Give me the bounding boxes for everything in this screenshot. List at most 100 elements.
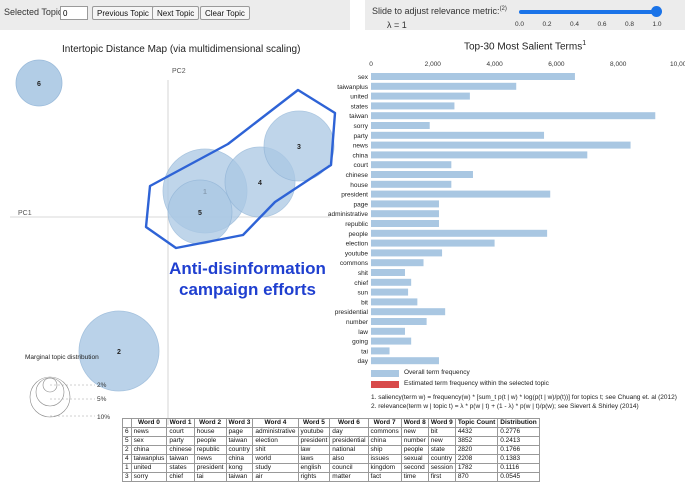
term-bar[interactable] bbox=[371, 200, 439, 208]
table-cell: 4 bbox=[122, 454, 132, 464]
term-bar[interactable] bbox=[371, 239, 495, 247]
term-label[interactable]: number bbox=[346, 319, 369, 326]
table-cell: chinese bbox=[166, 445, 195, 455]
topic-bubble-2[interactable]: 2 bbox=[78, 310, 160, 392]
term-bar[interactable] bbox=[371, 278, 412, 286]
next-topic-button[interactable]: Next Topic bbox=[152, 6, 200, 20]
table-cell: 3 bbox=[122, 472, 132, 482]
term-label[interactable]: sex bbox=[358, 74, 369, 81]
term-label[interactable]: day bbox=[358, 358, 369, 365]
term-bar[interactable] bbox=[371, 318, 427, 325]
table-header-cell: Word 7 bbox=[367, 418, 402, 428]
term-label[interactable]: election bbox=[346, 241, 369, 248]
term-label[interactable]: house bbox=[350, 182, 368, 189]
selected-topic-input[interactable] bbox=[60, 6, 88, 20]
term-label[interactable]: sun bbox=[358, 290, 369, 297]
term-label[interactable]: commons bbox=[340, 260, 369, 267]
term-label[interactable]: administrative bbox=[328, 211, 368, 218]
term-bar[interactable] bbox=[371, 210, 439, 218]
term-bar[interactable] bbox=[371, 112, 656, 120]
term-bar[interactable] bbox=[371, 288, 409, 296]
term-bar[interactable] bbox=[371, 308, 446, 316]
map-title: Intertopic Distance Map (via multidimens… bbox=[62, 44, 301, 55]
table-cell: page bbox=[225, 427, 254, 437]
table-cell: united bbox=[130, 463, 168, 473]
term-bar[interactable] bbox=[371, 337, 412, 345]
term-bar[interactable] bbox=[371, 327, 405, 335]
term-label[interactable]: news bbox=[353, 143, 369, 150]
term-bar[interactable] bbox=[371, 259, 424, 267]
term-label[interactable]: china bbox=[352, 152, 368, 159]
term-bar[interactable] bbox=[371, 131, 545, 139]
term-label[interactable]: chief bbox=[354, 280, 368, 287]
topic-label-5: 5 bbox=[198, 210, 202, 217]
table-cell: law bbox=[297, 445, 331, 455]
term-label[interactable]: presidential bbox=[335, 309, 369, 316]
term-label[interactable]: law bbox=[358, 329, 368, 336]
term-bar[interactable] bbox=[371, 141, 631, 149]
term-bar[interactable] bbox=[371, 82, 517, 90]
term-bar[interactable] bbox=[371, 102, 455, 110]
topic-bubble-6[interactable]: 6 bbox=[15, 59, 63, 107]
term-bar[interactable] bbox=[371, 357, 439, 365]
term-label[interactable]: president bbox=[341, 192, 368, 199]
table-header-cell: Word 5 bbox=[297, 418, 331, 428]
table-cell: fact bbox=[367, 472, 402, 482]
term-bar[interactable] bbox=[371, 122, 430, 129]
lambda-value: λ = 1 bbox=[387, 20, 407, 30]
term-label[interactable]: page bbox=[354, 201, 369, 208]
slider-tick-label: 0.2 bbox=[542, 21, 552, 28]
term-label[interactable]: party bbox=[354, 133, 369, 140]
table-cell: taiwan bbox=[225, 436, 254, 446]
table-cell: youtube bbox=[297, 427, 331, 437]
term-label[interactable]: states bbox=[351, 103, 369, 110]
term-bar[interactable] bbox=[371, 190, 551, 198]
table-cell: world bbox=[252, 454, 299, 464]
table-cell: news bbox=[193, 454, 227, 464]
term-label[interactable]: united bbox=[350, 94, 368, 101]
slider-track[interactable] bbox=[519, 10, 657, 14]
topic-bubble-5[interactable]: 5 bbox=[167, 179, 233, 245]
term-label[interactable]: going bbox=[352, 339, 368, 346]
term-label[interactable]: chinese bbox=[346, 172, 369, 179]
term-bar[interactable] bbox=[371, 220, 439, 227]
term-bar[interactable] bbox=[371, 229, 548, 237]
table-cell: china bbox=[225, 454, 254, 464]
term-bar[interactable] bbox=[371, 92, 470, 100]
table-header-cell: Word 9 bbox=[427, 418, 456, 428]
previous-topic-button[interactable]: Previous Topic bbox=[92, 6, 154, 20]
slider-tick-label: 1.0 bbox=[652, 21, 662, 28]
legend-estimated-label: Estimated term frequency within the sele… bbox=[404, 380, 549, 387]
slider-handle[interactable] bbox=[651, 6, 662, 17]
topic-label-4: 4 bbox=[258, 180, 262, 187]
term-label[interactable]: people bbox=[348, 231, 368, 238]
term-bar[interactable] bbox=[371, 269, 405, 276]
term-bar[interactable] bbox=[371, 249, 443, 257]
table-cell: 1 bbox=[122, 463, 132, 473]
legend-estimated-swatch bbox=[371, 381, 399, 388]
term-bar[interactable] bbox=[371, 347, 390, 355]
clear-topic-button[interactable]: Clear Topic bbox=[200, 6, 250, 20]
table-cell: commons bbox=[367, 427, 402, 437]
term-label[interactable]: court bbox=[354, 162, 369, 169]
term-bar[interactable] bbox=[371, 171, 473, 178]
term-label[interactable]: youtube bbox=[345, 250, 369, 257]
pc2-label: PC2 bbox=[172, 68, 186, 75]
term-bar[interactable] bbox=[371, 151, 588, 159]
term-bar[interactable] bbox=[371, 161, 452, 169]
topic-bubble-3[interactable]: 3 bbox=[263, 110, 335, 182]
term-bar[interactable] bbox=[371, 73, 575, 80]
term-label[interactable]: bit bbox=[361, 299, 368, 306]
term-label[interactable]: tai bbox=[361, 348, 368, 355]
term-label[interactable]: taiwan bbox=[349, 113, 368, 120]
term-label[interactable]: taiwanplus bbox=[337, 84, 368, 91]
highlight-outline bbox=[144, 88, 337, 250]
term-bar[interactable] bbox=[371, 298, 418, 306]
table-header-cell: Word 3 bbox=[225, 418, 254, 428]
table-cell: election bbox=[252, 436, 299, 446]
term-bar[interactable] bbox=[371, 180, 452, 188]
term-label[interactable]: sorry bbox=[354, 123, 369, 130]
term-label[interactable]: republic bbox=[345, 221, 369, 228]
term-label[interactable]: shit bbox=[358, 270, 368, 277]
table-cell: president bbox=[297, 436, 331, 446]
